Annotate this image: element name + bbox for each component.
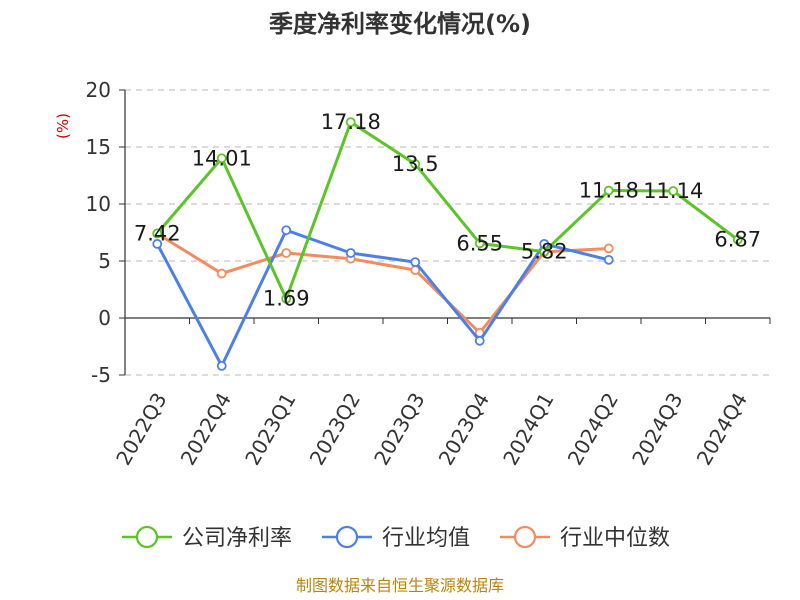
legend-swatch-marker: [335, 525, 359, 549]
data-point: [539, 246, 550, 257]
data-point: [281, 225, 292, 236]
legend: 公司净利率 行业均值 行业中位数: [122, 525, 670, 551]
x-tick-label: 2023Q1: [240, 389, 300, 470]
data-point: [345, 248, 356, 258]
series-0: [152, 117, 743, 304]
axes: [119, 89, 771, 376]
grid-lines: [125, 89, 770, 376]
series-1: [152, 225, 614, 371]
legend-swatch-marker: [135, 525, 159, 549]
data-label: 13.5: [392, 152, 439, 176]
y-tick-label: 0: [98, 306, 111, 330]
data-point: [603, 254, 614, 265]
legend-label: 行业中位数: [560, 526, 670, 551]
data-label: 11.14: [643, 179, 703, 203]
legend-label: 行业均值: [382, 526, 470, 551]
data-point: [410, 257, 421, 268]
data-label: 11.18: [579, 179, 639, 203]
data-label: 14.01: [192, 146, 252, 170]
data-label: 6.87: [714, 228, 761, 252]
data-point: [603, 185, 614, 196]
x-tick-labels: 2022Q3 2022Q4 2023Q1 2023Q2 2023Q3 2023Q4 2024…: [111, 389, 752, 470]
data-point: [281, 248, 292, 258]
series-group: [152, 117, 743, 371]
legend-label: 公司净利率: [182, 526, 292, 551]
legend-item-0[interactable]: 公司净利率: [122, 525, 292, 551]
source-note: 制图数据来自恒生聚源数据库: [296, 576, 504, 595]
x-tick-label: 2024Q2: [563, 389, 623, 470]
data-point: [668, 186, 679, 196]
data-point: [281, 293, 292, 304]
x-tick-label: 2024Q1: [498, 389, 558, 470]
data-label: 6.55: [456, 231, 503, 255]
data-point: [474, 335, 485, 346]
y-axis-label: (%): [54, 113, 72, 139]
y-tick-label: 5: [98, 249, 111, 273]
data-point: [603, 243, 614, 254]
data-label: 17.18: [321, 110, 381, 134]
y-tick-label: 10: [86, 192, 111, 216]
legend-item-2[interactable]: 行业中位数: [500, 525, 670, 551]
data-point: [152, 228, 163, 239]
data-label: 1.69: [263, 287, 310, 311]
x-tick-label: 2024Q4: [692, 389, 752, 470]
legend-item-1[interactable]: 行业均值: [322, 525, 470, 551]
data-label: 5.82: [521, 240, 568, 264]
x-tick-label: 2023Q4: [434, 389, 494, 470]
data-point: [216, 360, 227, 371]
data-point: [732, 234, 743, 245]
data-point: [410, 159, 421, 170]
legend-swatch-marker: [513, 525, 537, 549]
x-tick-label: 2022Q3: [111, 389, 171, 470]
chart-title: 季度净利率变化情况(%): [269, 10, 531, 38]
data-labels: 7.42 14.01 1.69 17.18 13.5 6.55 5.82 11.18 11.14…: [134, 110, 761, 311]
data-point: [216, 268, 227, 279]
x-tick-label: 2024Q3: [627, 389, 687, 470]
x-tick-label: 2022Q4: [176, 389, 236, 470]
series-line: [156, 232, 609, 335]
data-point: [474, 238, 485, 249]
x-tick-label: 2023Q3: [369, 389, 429, 470]
series-line: [155, 228, 610, 368]
y-tick-labels: 20 15 10 5 0 -5: [86, 78, 111, 387]
y-tick-label: 20: [86, 78, 111, 102]
data-label: 7.42: [134, 221, 181, 245]
y-tick-label: -5: [91, 363, 111, 387]
x-tick-label: 2023Q2: [305, 389, 365, 470]
series-line: [156, 120, 739, 301]
data-point: [152, 238, 163, 249]
data-point: [345, 117, 356, 128]
data-point: [216, 153, 227, 164]
y-tick-label: 15: [86, 135, 111, 159]
